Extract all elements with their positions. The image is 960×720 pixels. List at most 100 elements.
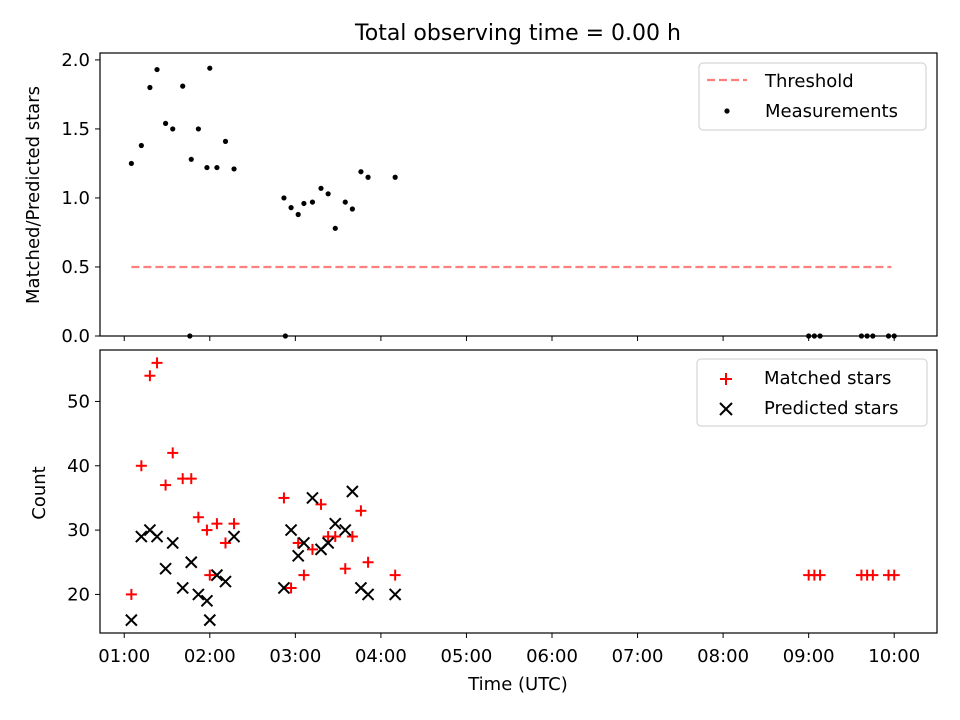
measurement-point (207, 65, 213, 71)
predicted-star-point (210, 568, 224, 582)
x-tick-label: 01:00 (98, 646, 150, 667)
bottom-plot-marks (125, 357, 900, 627)
x-tick-label: 02:00 (184, 646, 236, 667)
predicted-star-point (284, 523, 298, 537)
matched-star-point (211, 518, 223, 530)
measurement-point (138, 142, 144, 149)
top-x-ticks (123, 336, 895, 341)
matched-star-point (292, 537, 304, 549)
x-tick-label: 06:00 (526, 646, 578, 667)
top-plot-marks (128, 65, 897, 339)
measurement-point (318, 185, 324, 191)
predicted-star-point (306, 491, 319, 505)
matched-star-point (192, 511, 204, 523)
measurement-point (170, 126, 176, 132)
y-tick-label: 40 (67, 456, 90, 477)
predicted-star-point (329, 517, 342, 530)
y-tick-label: 20 (67, 584, 90, 605)
matched-star-point (355, 505, 367, 517)
top-y-axis-label: Matched/Predicted stars (23, 86, 44, 304)
bottom-plot-frame (99, 349, 938, 634)
x-tick-label: 10:00 (868, 646, 920, 667)
bottom-x-ticks: 01:00 02:00 03:00 04:00 05:00 06:00 07:00 08:00… (98, 633, 920, 667)
measurement-point (204, 164, 210, 171)
predicted-star-point (166, 536, 179, 550)
predicted-star-point (159, 562, 172, 575)
predicted-star-point (176, 581, 189, 595)
predicted-star-point (361, 588, 375, 601)
matched-star-point (867, 569, 879, 581)
bottom-y-axis-label: Count (29, 466, 50, 519)
predicted-star-point (135, 530, 148, 543)
matched-star-point (125, 588, 137, 600)
matched-star-point (362, 556, 374, 568)
matched-star-point (204, 569, 216, 581)
x-tick-label: 08:00 (697, 646, 749, 667)
legend-measurements-label: Measurements (765, 101, 898, 122)
y-tick-label: 0.5 (61, 257, 90, 278)
measurement-point (332, 225, 338, 231)
predicted-star-point (339, 523, 352, 537)
legend-predicted-label: Predicted stars (764, 398, 898, 419)
predicted-star-point (219, 575, 232, 588)
y-tick-label: 0.0 (61, 326, 90, 347)
y-tick-label: 50 (67, 391, 90, 412)
legend-predicted-swatch (719, 402, 733, 416)
predicted-star-point (185, 556, 198, 569)
bottom-legend: Matched stars Predicted stars (696, 358, 928, 427)
bottom-y-ticks: 20 30 40 50 (67, 391, 100, 605)
y-tick-label: 2.0 (61, 50, 90, 71)
measurement-point (281, 195, 287, 201)
predicted-star-point (192, 588, 205, 601)
matched-star-point (135, 460, 147, 472)
x-tick-label: 04:00 (355, 646, 407, 667)
predicted-star-point (227, 530, 241, 543)
predicted-star-point (200, 594, 214, 608)
top-plot-frame (99, 52, 938, 337)
measurement-point (288, 205, 294, 211)
predicted-star-point (321, 536, 335, 550)
top-legend: Threshold Measurements (698, 62, 927, 131)
measurement-point (342, 199, 348, 205)
y-tick-label: 1.0 (61, 188, 90, 209)
matched-star-point (298, 569, 310, 581)
predicted-star-point (203, 613, 217, 627)
measurement-point (154, 66, 160, 73)
y-tick-label: 30 (67, 520, 90, 541)
matched-star-point (219, 537, 231, 549)
matched-star-point (160, 479, 172, 491)
top-y-ticks: 0.0 0.5 1.0 1.5 2.0 (61, 50, 100, 347)
legend-matched-swatch (720, 373, 732, 385)
measurement-point (392, 174, 398, 180)
legend-matched-label: Matched stars (764, 368, 891, 389)
x-tick-label: 07:00 (612, 646, 664, 667)
measurement-point (162, 120, 169, 127)
measurement-point (349, 206, 355, 212)
matched-star-point (329, 531, 341, 543)
measurement-point (222, 138, 229, 144)
legend-threshold-label: Threshold (764, 71, 854, 92)
matched-star-point (228, 518, 240, 530)
y-tick-label: 1.5 (61, 119, 90, 140)
measurement-point (180, 83, 186, 89)
x-axis-label: Time (UTC) (467, 674, 568, 695)
measurement-point (188, 156, 194, 162)
measurement-point (309, 199, 316, 205)
predicted-star-point (277, 581, 291, 595)
matched-star-point (389, 569, 401, 581)
measurement-point (365, 174, 371, 180)
matched-star-point (306, 543, 318, 555)
measurement-point (214, 164, 220, 171)
matched-star-point (339, 563, 351, 575)
matched-star-point (144, 370, 156, 382)
measurement-point (231, 166, 237, 172)
chart-title: Total observing time = 0.00 h (354, 21, 681, 46)
matched-star-point (315, 498, 327, 510)
x-tick-label: 03:00 (269, 646, 321, 667)
predicted-star-point (297, 536, 311, 550)
x-tick-label: 09:00 (783, 646, 835, 667)
legend-measurements-swatch (724, 108, 730, 114)
measurement-point (301, 200, 307, 207)
